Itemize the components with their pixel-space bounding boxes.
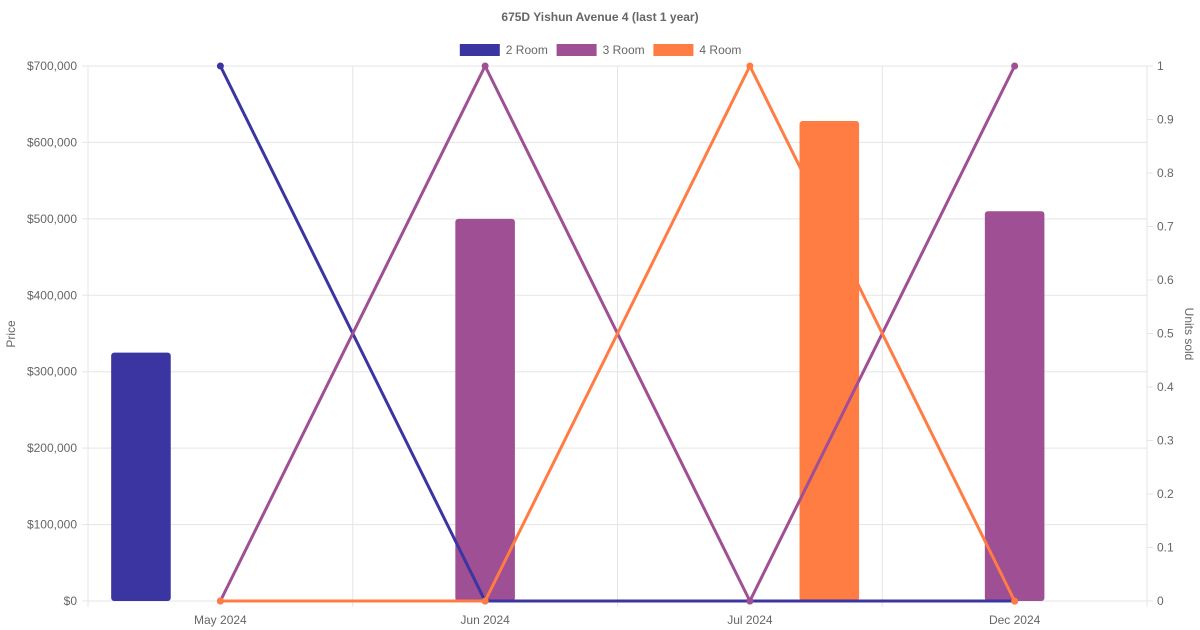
bars bbox=[111, 121, 1045, 602]
point-4-room bbox=[481, 597, 489, 605]
legend-label: 3 Room bbox=[603, 43, 645, 57]
right-tick-label: 0 bbox=[1157, 594, 1164, 608]
lines bbox=[216, 62, 1019, 605]
chart-title: 675D Yishun Avenue 4 (last 1 year) bbox=[501, 10, 698, 24]
left-tick-label: $200,000 bbox=[27, 441, 77, 455]
left-tick-label: $500,000 bbox=[27, 212, 77, 226]
right-tick-label: 0.9 bbox=[1157, 113, 1174, 127]
point-3-room bbox=[1011, 62, 1019, 70]
legend: 2 Room 3 Room 4 Room bbox=[459, 43, 741, 57]
x-tick-label: Jun 2024 bbox=[460, 613, 510, 627]
point-3-room bbox=[746, 597, 754, 605]
left-tick-label: $400,000 bbox=[27, 288, 77, 302]
bar-2-room bbox=[111, 352, 171, 601]
left-tick-label: $300,000 bbox=[27, 365, 77, 379]
left-tick-label: $100,000 bbox=[27, 518, 77, 532]
x-tick-label: May 2024 bbox=[194, 613, 247, 627]
bar-3-room bbox=[984, 211, 1045, 601]
legend-label: 2 Room bbox=[506, 43, 548, 57]
point-4-room bbox=[1011, 597, 1019, 605]
left-axis-title: Price bbox=[4, 320, 18, 348]
right-tick-label: 0.7 bbox=[1157, 220, 1174, 234]
x-tick-label: Dec 2024 bbox=[989, 613, 1041, 627]
right-tick-label: 0.5 bbox=[1157, 327, 1174, 341]
right-tick-label: 1 bbox=[1157, 59, 1164, 73]
bar-3-room bbox=[455, 218, 515, 601]
x-tick-label: Jul 2024 bbox=[727, 613, 773, 627]
legend-swatch bbox=[459, 44, 500, 56]
x-axis: May 2024 Jun 2024 Jul 2024 Dec 2024 bbox=[194, 613, 1041, 627]
point-4-room bbox=[216, 597, 224, 605]
right-tick-label: 0.8 bbox=[1157, 166, 1174, 180]
legend-swatch bbox=[653, 44, 694, 56]
right-tick-label: 0.3 bbox=[1157, 434, 1174, 448]
left-axis: $0 $100,000 $200,000 $300,000 $400,000 $500,0… bbox=[27, 59, 77, 608]
left-tick-label: $600,000 bbox=[27, 135, 77, 149]
right-tick-label: 0.1 bbox=[1157, 541, 1174, 555]
line-4-room bbox=[220, 64, 1016, 603]
right-tick-label: 0.4 bbox=[1157, 380, 1174, 394]
left-tick-label: $700,000 bbox=[27, 59, 77, 73]
right-tick-label: 0.2 bbox=[1157, 487, 1174, 501]
right-tick-label: 0.6 bbox=[1157, 273, 1174, 287]
legend-label: 4 Room bbox=[699, 43, 741, 57]
legend-swatch bbox=[556, 44, 597, 56]
point-2-room bbox=[216, 62, 224, 70]
right-axis: 0 0.1 0.2 0.3 0.4 0.5 0.6 0.7 0.8 0.9 1 bbox=[1147, 59, 1174, 608]
left-tick-label: $0 bbox=[64, 594, 78, 608]
point-3-room bbox=[481, 62, 489, 70]
right-axis-title: Units sold bbox=[1182, 308, 1196, 361]
point-4-room bbox=[746, 62, 754, 70]
bar-4-room bbox=[799, 121, 860, 602]
